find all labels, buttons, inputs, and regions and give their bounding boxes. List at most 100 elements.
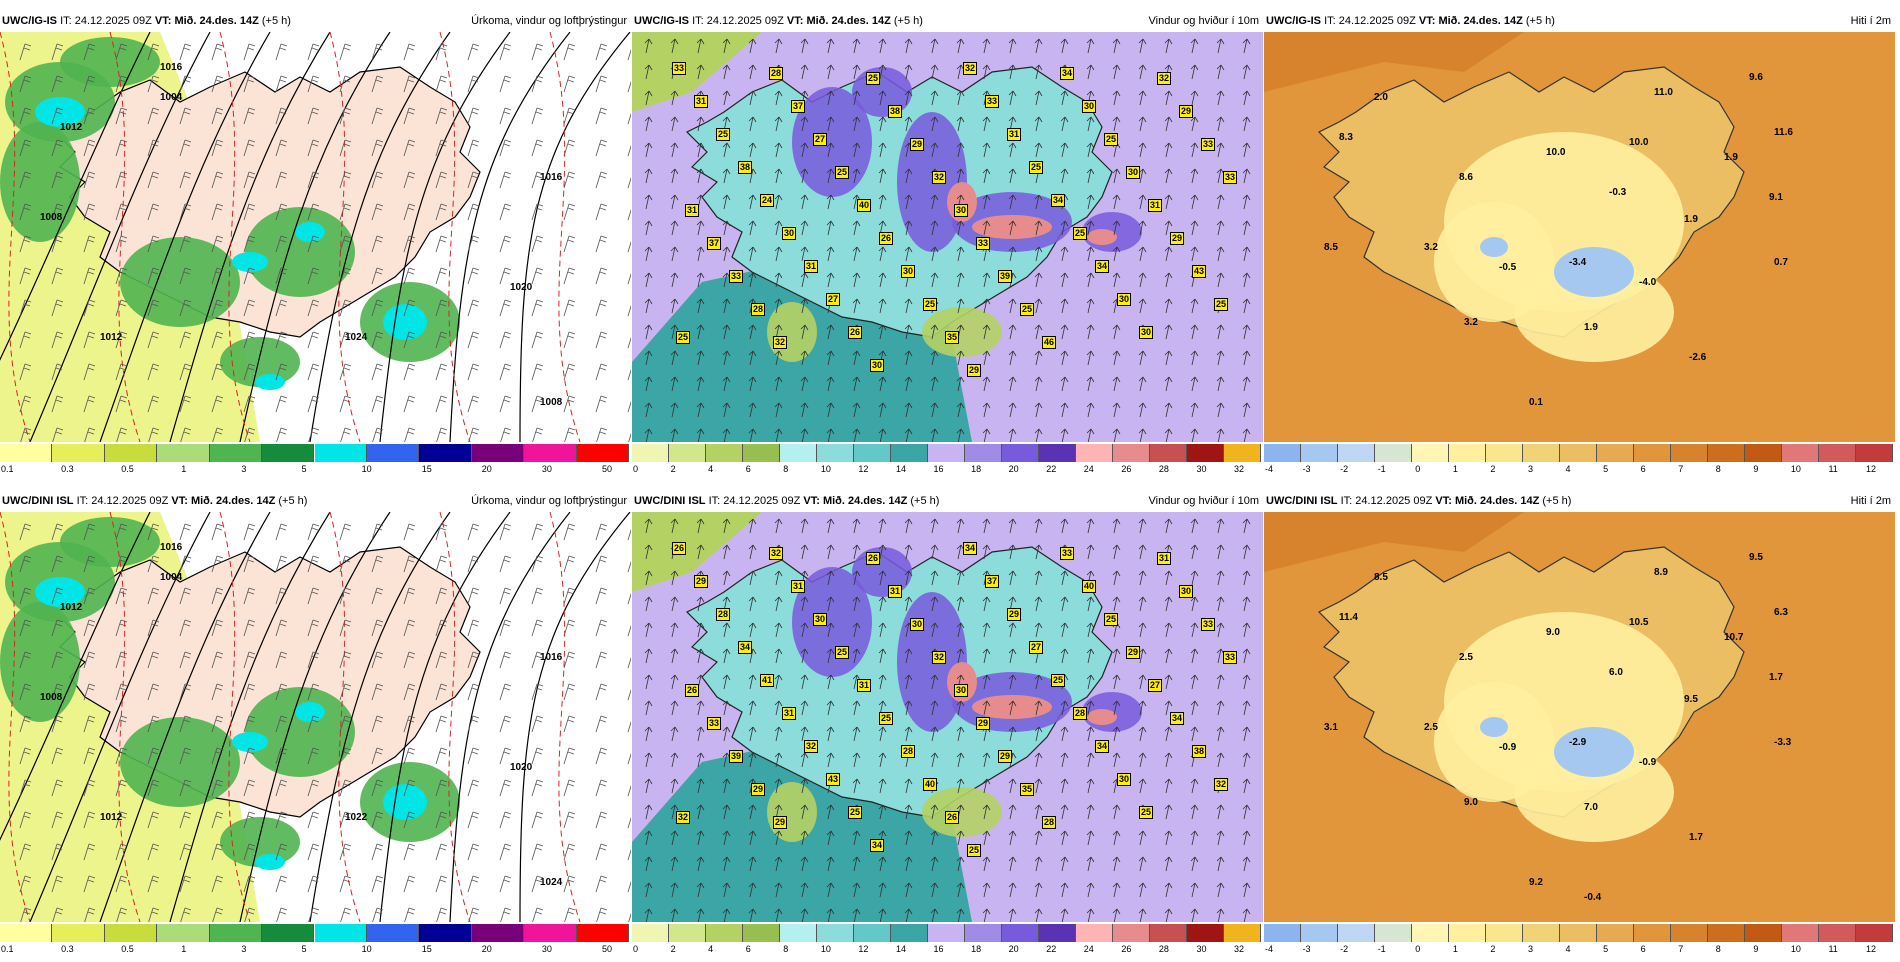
temperature-label: 7.0 [1584, 802, 1598, 813]
gust-label: 25 [1029, 161, 1044, 174]
gust-label: 33 [1223, 651, 1238, 664]
colorbar-swatch [471, 444, 525, 462]
gust-label: 35 [1020, 783, 1035, 796]
colorbar-swatch [1671, 444, 1708, 462]
temperature-label: 1.9 [1584, 322, 1598, 333]
gust-label: 33 [672, 62, 687, 75]
colorbar-swatch [891, 924, 928, 942]
temperature-label: -0.9 [1499, 742, 1517, 753]
colorbar-swatch [52, 444, 105, 462]
temperature-label: 3.2 [1424, 242, 1438, 253]
temperature-label: 2.0 [1374, 92, 1388, 103]
isobar-label: 1012 [60, 122, 83, 133]
gust-label: 32 [1157, 72, 1172, 85]
panel-title: Vindur og hviður í 10m [1148, 495, 1259, 507]
colorbar-swatch [1301, 924, 1338, 942]
temperature-label: 9.5 [1749, 552, 1763, 563]
colorbar-tick-label: 22 [1046, 944, 1057, 954]
temperature-label: -0.3 [1609, 187, 1627, 198]
colorbar-tick-label: 1 [181, 944, 187, 954]
colorbar-swatch [1597, 444, 1634, 462]
panel-title: Hiti í 2m [1850, 495, 1891, 507]
wind-colorbar-ticks: 0 2 4 6 8 10 12 14 16 18 20 22 24 26 28 30 32 [632, 944, 1263, 958]
panel-header: UWC/IG-IS IT: 24.12.2025 09Z VT: Mið. 24… [1264, 12, 1895, 30]
colorbar-tick-label: 3 [241, 464, 247, 474]
valid-time: Mið. 24.des. 14Z [1454, 495, 1540, 507]
colorbar-tick-label: 11 [1828, 944, 1838, 954]
gust-label: 25 [923, 298, 938, 311]
temperature-label: 2.5 [1459, 652, 1473, 663]
gust-label: 29 [1179, 105, 1194, 118]
colorbar-tick-label: 5 [1603, 944, 1609, 954]
gust-label: 35 [945, 331, 960, 344]
colorbar-tick-label: 0.5 [121, 464, 134, 474]
heavy-precip-area [232, 252, 268, 272]
colorbar-tick-label: 30 [541, 944, 552, 954]
colorbar-swatch [632, 924, 669, 942]
temperature-map: 8.5 8.9 9.5 11.4 6.3 9.0 10.5 10.7 2.5 6.0 1.7 9.5 3… [1264, 512, 1895, 922]
panel-header: UWC/DINI ISL IT: 24.12.2025 09Z VT: Mið.… [1264, 492, 1895, 510]
panel-header: UWC/IG-IS IT: 24.12.2025 09Z VT: Mið. 24… [0, 12, 631, 30]
temperature-contours [0, 32, 581, 442]
model-name: UWC/IG-IS [1266, 15, 1321, 27]
colorbar-tick-label: 5 [1603, 464, 1609, 474]
gust-label: 32 [804, 740, 819, 753]
colorbar-tick-label: 28 [1158, 944, 1169, 954]
temperature-label: 11.0 [1654, 87, 1673, 98]
gust-label: 30 [1139, 326, 1154, 339]
isobar-label: 1008 [540, 397, 563, 408]
colorbar-swatch [1523, 444, 1560, 462]
gust-label: 40 [857, 199, 872, 212]
temperature-label: 3.1 [1324, 722, 1338, 733]
lead-time: (+5 h) [910, 495, 940, 507]
colorbar-swatch [891, 444, 928, 462]
colorbar-swatch [1671, 924, 1708, 942]
colorbar-swatch [1224, 924, 1261, 942]
colorbar-swatch [965, 924, 1002, 942]
gust-label: 26 [685, 684, 700, 697]
colorbar-tick-label: 2 [670, 944, 676, 954]
colorbar-swatch [1002, 924, 1039, 942]
gust-label: 25 [1139, 806, 1154, 819]
weak-wind-area [767, 782, 817, 842]
colorbar-tick-label: 12 [1866, 464, 1877, 474]
temperature-colorbar [1264, 444, 1895, 464]
gust-label: 25 [1104, 613, 1119, 626]
colorbar-swatch [1449, 444, 1486, 462]
temperature-label: 10.7 [1724, 632, 1744, 643]
gust-label: 32 [676, 811, 691, 824]
precip-area [120, 237, 240, 327]
temperature-colorbar [1264, 924, 1895, 944]
gust-label: 25 [1104, 133, 1119, 146]
temperature-label: -3.3 [1774, 737, 1792, 748]
gust-label: 29 [694, 575, 709, 588]
gust-label: 33 [707, 717, 722, 730]
colorbar-swatch [1039, 924, 1076, 942]
panel-wind-row2: UWC/DINI ISL IT: 24.12.2025 09Z VT: Mið.… [632, 492, 1263, 962]
gust-label: 29 [998, 750, 1013, 763]
colorbar-tick-label: -3 [1302, 464, 1311, 474]
temperature-label: 8.5 [1374, 572, 1388, 583]
colorbar-tick-label: 8 [783, 944, 789, 954]
gust-label: 30 [782, 227, 797, 240]
colorbar-swatch [1412, 924, 1449, 942]
precip-area [60, 517, 160, 567]
gust-label: 30 [910, 618, 925, 631]
gust-label: 34 [738, 641, 753, 654]
colorbar-swatch [743, 924, 780, 942]
colorbar-swatch [1150, 444, 1187, 462]
temperature-label: -2.6 [1689, 352, 1707, 363]
colorbar-tick-label: -1 [1377, 944, 1386, 954]
colorbar-tick-label: 12 [1866, 944, 1877, 954]
heavy-precip-area [383, 304, 427, 340]
colorbar-swatch [1338, 924, 1375, 942]
colorbar-swatch [743, 444, 780, 462]
lead-time: (+5 h) [1525, 15, 1555, 27]
colorbar-swatch [1264, 444, 1301, 462]
colorbar-swatch [780, 444, 817, 462]
colorbar-swatch [524, 444, 577, 462]
colorbar-swatch [1782, 444, 1819, 462]
colorbar-swatch [1486, 924, 1523, 942]
precip-area [220, 337, 300, 387]
temperature-label: 1.7 [1769, 672, 1783, 683]
